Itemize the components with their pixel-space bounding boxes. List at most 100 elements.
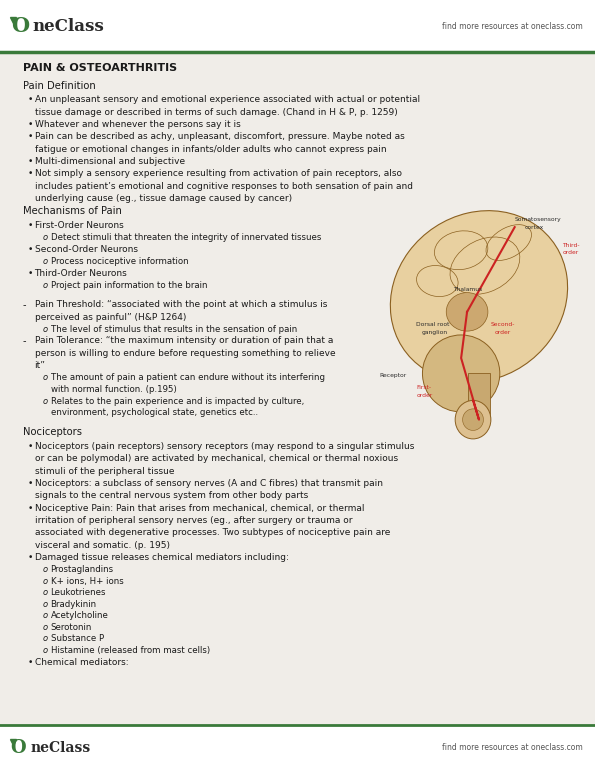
Text: Nociceptors (pain receptors) sensory receptors (may respond to a singular stimul: Nociceptors (pain receptors) sensory rec… [35, 442, 414, 451]
Text: o: o [42, 233, 48, 243]
Text: •: • [27, 553, 33, 562]
Text: Acetylcholine: Acetylcholine [51, 611, 108, 621]
Text: Leukotrienes: Leukotrienes [51, 588, 106, 598]
Text: Process nociceptive information: Process nociceptive information [51, 257, 188, 266]
Text: tissue damage or described in terms of such damage. (Chand in H & P, p. 1259): tissue damage or described in terms of s… [35, 108, 397, 117]
Text: Pain Tolerance: “the maximum intensity or duration of pain that a: Pain Tolerance: “the maximum intensity o… [35, 336, 333, 346]
Text: o: o [42, 634, 48, 644]
Text: perceived as painful” (H&P 1264): perceived as painful” (H&P 1264) [35, 313, 186, 322]
Text: •: • [27, 132, 33, 142]
Text: Prostaglandins: Prostaglandins [51, 565, 114, 574]
Text: Somatosensory: Somatosensory [515, 217, 561, 222]
Text: o: o [42, 565, 48, 574]
Text: Third-Order Neurons: Third-Order Neurons [35, 269, 127, 278]
Bar [468, 373, 490, 420]
Text: associated with degenerative processes. Two subtypes of nociceptive pain are: associated with degenerative processes. … [35, 528, 390, 537]
Ellipse shape [390, 211, 568, 382]
Text: Detect stimuli that threaten the integrity of innervated tissues: Detect stimuli that threaten the integri… [51, 233, 321, 243]
Text: •: • [27, 95, 33, 105]
Text: signals to the central nervous system from other body parts: signals to the central nervous system fr… [35, 491, 308, 500]
Text: o: o [42, 281, 48, 290]
Text: Thalamus: Thalamus [453, 287, 483, 292]
Text: Mechanisms of Pain: Mechanisms of Pain [23, 206, 121, 216]
Bar [0, 725, 595, 770]
Text: •: • [27, 269, 33, 278]
Text: or can be polymodal) are activated by mechanical, chemical or thermal noxious: or can be polymodal) are activated by me… [35, 454, 397, 464]
Text: includes patient’s emotional and cognitive responses to both sensation of pain a: includes patient’s emotional and cogniti… [35, 182, 412, 191]
Text: ganglion: ganglion [421, 330, 447, 334]
Text: underlying cause (eg., tissue damage caused by cancer): underlying cause (eg., tissue damage cau… [35, 194, 292, 203]
Text: Pain can be described as achy, unpleasant, discomfort, pressure. Maybe noted as: Pain can be described as achy, unpleasan… [35, 132, 404, 142]
Text: Second-: Second- [491, 322, 515, 326]
Text: •: • [27, 120, 33, 129]
Ellipse shape [455, 400, 491, 439]
Ellipse shape [446, 293, 488, 331]
Text: o: o [42, 623, 48, 632]
Text: O: O [11, 16, 29, 36]
Text: fatigue or emotional changes in infants/older adults who cannot express pain: fatigue or emotional changes in infants/… [35, 145, 386, 154]
Text: with normal function. (p.195): with normal function. (p.195) [51, 385, 176, 394]
Text: •: • [27, 221, 33, 230]
Text: PAIN & OSTEOARTHRITIS: PAIN & OSTEOARTHRITIS [23, 63, 177, 73]
Text: •: • [27, 658, 33, 667]
Text: it”: it” [35, 361, 45, 370]
Text: Substance P: Substance P [51, 634, 104, 644]
Text: The level of stimulus that results in the sensation of pain: The level of stimulus that results in th… [51, 325, 297, 334]
Text: neClass: neClass [33, 18, 105, 35]
Text: o: o [42, 373, 48, 383]
Text: order: order [416, 393, 433, 397]
Text: o: o [42, 577, 48, 586]
Text: neClass: neClass [31, 741, 91, 755]
Text: •: • [27, 245, 33, 254]
Text: order: order [562, 250, 578, 255]
Text: o: o [42, 611, 48, 621]
Text: Receptor: Receptor [380, 373, 407, 378]
Text: Pain Threshold: “associated with the point at which a stimulus is: Pain Threshold: “associated with the poi… [35, 300, 327, 310]
Text: •: • [27, 442, 33, 451]
Text: •: • [27, 169, 33, 179]
Text: environment, psychological state, genetics etc..: environment, psychological state, geneti… [51, 408, 258, 417]
Ellipse shape [463, 409, 483, 430]
Text: Nociceptive Pain: Pain that arises from mechanical, chemical, or thermal: Nociceptive Pain: Pain that arises from … [35, 504, 364, 513]
Text: First-Order Neurons: First-Order Neurons [35, 221, 123, 230]
Text: Serotonin: Serotonin [51, 623, 92, 632]
Text: Damaged tissue releases chemical mediators including:: Damaged tissue releases chemical mediato… [35, 553, 289, 562]
Text: -: - [23, 300, 26, 310]
Text: An unpleasant sensory and emotional experience associated with actual or potenti: An unpleasant sensory and emotional expe… [35, 95, 419, 105]
Text: •: • [27, 479, 33, 488]
Text: o: o [42, 257, 48, 266]
Text: Dorsal root: Dorsal root [416, 322, 450, 326]
Text: Bradykinin: Bradykinin [51, 600, 97, 609]
Text: •: • [27, 504, 33, 513]
Text: irritation of peripheral sensory nerves (eg., after surgery or trauma or: irritation of peripheral sensory nerves … [35, 516, 352, 525]
Text: cortex: cortex [525, 225, 544, 229]
Text: •: • [27, 157, 33, 166]
Text: o: o [42, 646, 48, 655]
Text: o: o [42, 325, 48, 334]
Text: find more resources at oneclass.com: find more resources at oneclass.com [442, 22, 583, 31]
Text: Whatever and whenever the persons say it is: Whatever and whenever the persons say it… [35, 120, 240, 129]
Text: O: O [11, 738, 26, 757]
Text: Third-: Third- [562, 243, 580, 247]
Text: Pain Definition: Pain Definition [23, 81, 95, 91]
Text: Second-Order Neurons: Second-Order Neurons [35, 245, 137, 254]
Text: Nociceptors: Nociceptors [23, 427, 82, 437]
Text: Multi-dimensional and subjective: Multi-dimensional and subjective [35, 157, 184, 166]
Text: Chemical mediators:: Chemical mediators: [35, 658, 128, 667]
Text: order: order [495, 330, 511, 334]
Text: -: - [23, 336, 26, 346]
Ellipse shape [422, 335, 500, 412]
Text: o: o [42, 397, 48, 406]
Text: The amount of pain a patient can endure without its interfering: The amount of pain a patient can endure … [51, 373, 325, 383]
Text: First-: First- [416, 385, 431, 390]
Text: Nociceptors: a subclass of sensory nerves (A and C fibres) that transmit pain: Nociceptors: a subclass of sensory nerve… [35, 479, 383, 488]
Text: Histamine (released from mast cells): Histamine (released from mast cells) [51, 646, 209, 655]
Text: o: o [42, 600, 48, 609]
Text: visceral and somatic. (p. 195): visceral and somatic. (p. 195) [35, 541, 170, 550]
Text: find more resources at oneclass.com: find more resources at oneclass.com [442, 743, 583, 752]
Text: o: o [42, 588, 48, 598]
Bar [0, 0, 595, 52]
Text: Relates to the pain experience and is impacted by culture,: Relates to the pain experience and is im… [51, 397, 304, 406]
Text: K+ ions, H+ ions: K+ ions, H+ ions [51, 577, 123, 586]
Text: stimuli of the peripheral tissue: stimuli of the peripheral tissue [35, 467, 174, 476]
